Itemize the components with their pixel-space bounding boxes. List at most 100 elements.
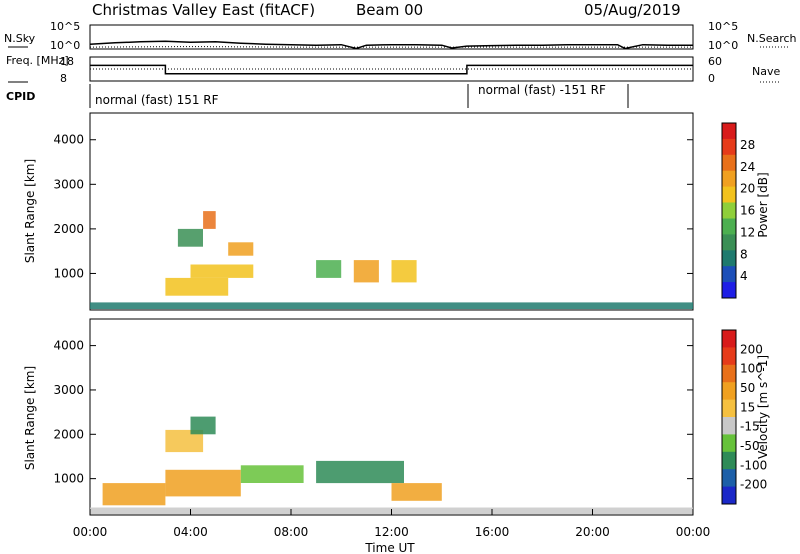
heatmap-region-3: [228, 242, 254, 256]
colorbar-swatch-8: [722, 469, 736, 488]
freq-tick-top: 18: [60, 55, 74, 68]
colorbar-swatch-3: [722, 170, 736, 188]
colorbar-swatch-3: [722, 382, 736, 401]
y-tick-label-0: 1000: [53, 472, 84, 486]
colorbar-swatch-7: [722, 451, 736, 470]
velocity-x-axis: 00:00 04:00 08:00 12:00 16:00 20:00 00:00: [73, 509, 710, 539]
nsky-tick-bottom: 10^0: [50, 39, 80, 52]
nave-tick-bottom: 0: [708, 72, 715, 85]
colorbar-swatch-7: [722, 234, 736, 251]
velocity-colorbar: 200 100 50 15 -15 -50 -100 -200: [721, 329, 767, 505]
y-tick-label-0: 1000: [53, 266, 84, 280]
velocity-colorbar-label: Velocity [m s^-1]: [756, 355, 770, 459]
heatmap-region-6: [391, 483, 442, 501]
heatmap-region-3: [190, 416, 216, 435]
colorbar-tick-label-4: 20: [740, 182, 755, 196]
colorbar-frame: [721, 122, 737, 299]
colorbar-tick-label-1: 8: [740, 247, 748, 261]
plot-title: Christmas Valley East (fitACF): [92, 1, 315, 19]
heatmap-region-1: [165, 469, 241, 497]
heatmap-region-0: [165, 277, 229, 296]
x-tick-label-3: 12:00: [374, 525, 409, 539]
freq-series-line: [90, 64, 693, 75]
freq-tick-bottom: 8: [60, 72, 67, 85]
nsky-label: N.Sky: [4, 32, 36, 45]
colorbar-swatch-8: [722, 250, 736, 267]
freq-label: Freq. [MHz]: [6, 54, 69, 67]
power-colorbar: 4 8 12 16 20 24 28: [721, 122, 755, 299]
x-tick-label-2: 08:00: [274, 525, 309, 539]
colorbar-tick-label-2: 12: [740, 225, 755, 239]
nsearch-label: N.Search: [747, 32, 797, 45]
colorbar-swatch-5: [722, 202, 736, 219]
colorbar-tick-label-0: 200: [740, 342, 763, 356]
x-tick-label-5: 20:00: [575, 525, 610, 539]
colorbar-swatch-0: [722, 123, 736, 140]
x-tick-label-4: 16:00: [475, 525, 510, 539]
velocity-y-axis: 1000 2000 3000 4000: [53, 339, 693, 486]
colorbar-tick-label-3: 15: [740, 400, 755, 414]
colorbar-swatch-2: [722, 364, 736, 383]
y-tick-label-3: 4000: [53, 133, 84, 147]
y-tick-label-1: 2000: [53, 222, 84, 236]
colorbar-swatch-9: [722, 486, 736, 505]
colorbar-swatch-4: [722, 399, 736, 418]
colorbar-swatch-6: [722, 218, 736, 235]
nsearch-tick-bottom: 10^0: [708, 39, 738, 52]
colorbar-tick-label-5: 24: [740, 160, 755, 174]
power-ylabel: Slant Range [km]: [23, 159, 37, 263]
heatmap-region-2: [165, 429, 204, 453]
beam-label: Beam 00: [356, 1, 423, 19]
x-tick-label-1: 04:00: [173, 525, 208, 539]
cpid-row: CPID normal (fast) 151 RF normal (fast) …: [6, 83, 629, 108]
cpid-label: CPID: [6, 90, 35, 103]
nave-tick-top: 60: [708, 55, 722, 68]
colorbar-swatch-1: [722, 138, 736, 156]
colorbar-tick-label-4: -15: [740, 420, 760, 434]
colorbar-swatch-4: [722, 186, 736, 203]
colorbar-swatch-5: [722, 417, 736, 435]
nsky-tick-top: 10^5: [50, 20, 80, 33]
colorbar-tick-label-6: 28: [740, 138, 755, 152]
colorbar-swatch-2: [722, 154, 736, 172]
velocity-xlabel: Time UT: [364, 541, 415, 554]
power-panel: 1000 2000 3000 4000 Slant Range [km] 4 8 12 16…: [23, 112, 770, 311]
date-label: 05/Aug/2019: [584, 1, 681, 19]
nsky-frame: [89, 24, 694, 50]
velocity-ylabel: Slant Range [km]: [23, 366, 37, 470]
colorbar-tick-label-1: 100: [740, 362, 763, 376]
colorbar-swatch-6: [722, 434, 736, 453]
colorbar-swatch-1: [722, 347, 736, 366]
heatmap-region-2: [177, 228, 203, 247]
nsearch-series-line: [89, 46, 693, 48]
nsky-panel: N.Sky 10^5 10^0 10^5 10^0 N.Search: [4, 20, 797, 52]
x-tick-label-0: 00:00: [73, 525, 108, 539]
colorbar-swatch-9: [722, 266, 736, 283]
heatmap-region-4: [203, 211, 216, 229]
y-tick-label-2: 3000: [53, 177, 84, 191]
heatmap-region-4: [240, 465, 304, 483]
heatmap-region-6: [353, 260, 379, 283]
colorbar-tick-label-5: -50: [740, 439, 760, 453]
nsearch-tick-top: 10^5: [708, 20, 738, 33]
nsky-series-line: [89, 40, 693, 50]
colorbar-tick-label-3: 16: [740, 204, 755, 218]
power-heatmap: [90, 211, 693, 310]
power-y-axis: 1000 2000 3000 4000: [53, 133, 693, 280]
heatmap-region-5: [316, 460, 404, 484]
heatmap-region-8: [90, 302, 693, 310]
colorbar-tick-label-6: -100: [740, 458, 767, 472]
heatmap-region-7: [391, 260, 417, 283]
cpid-segment-2-label: normal (fast) -151 RF: [478, 83, 606, 97]
colorbar-tick-label-7: -200: [740, 478, 767, 492]
y-tick-label-3: 4000: [53, 339, 84, 353]
colorbar-swatch-0: [722, 330, 736, 348]
power-colorbar-label: Power [dB]: [756, 172, 770, 237]
y-tick-label-1: 2000: [53, 427, 84, 441]
heatmap-region-0: [102, 483, 166, 506]
colorbar-tick-label-0: 4: [740, 269, 748, 283]
y-tick-label-2: 3000: [53, 383, 84, 397]
velocity-panel: 1000 2000 3000 4000 00:00 04:00 08:00 12:00 16:…: [23, 318, 770, 554]
colorbar-swatch-10: [722, 282, 736, 299]
nave-label: Nave: [752, 65, 780, 78]
